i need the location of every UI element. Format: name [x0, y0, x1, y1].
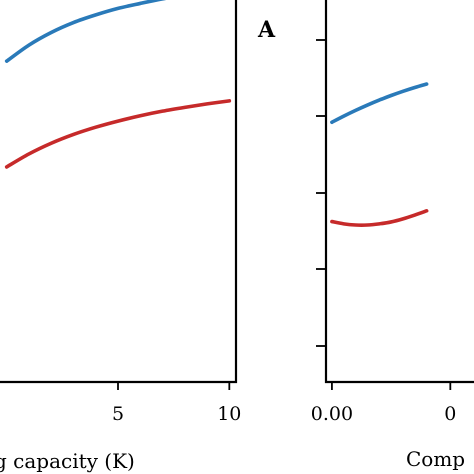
- panel-right-x-tick-label: 0: [444, 403, 456, 425]
- panel-left-series-red-line: [4, 99, 232, 169]
- panel-left-x-ticks: 5 10: [112, 382, 241, 425]
- panel-right-frame: [324, 0, 474, 384]
- panel-left-x-axis-label: g capacity (K): [0, 449, 135, 473]
- panel-left-frame: [0, 0, 238, 384]
- panel-left-x-tick-label: 10: [217, 403, 241, 425]
- panel-right: 0.00 0 A Comp: [257, 0, 474, 471]
- panel-right-series-red-line: [330, 209, 429, 227]
- panel-left-series-blue-line: [4, 0, 167, 63]
- panel-right-x-axis-label: Comp: [406, 447, 465, 471]
- panel-right-x-ticks: 0.00 0: [311, 382, 456, 425]
- panel-right-x-tick-label: 0.00: [311, 403, 353, 425]
- panel-left-x-tick-label: 5: [112, 403, 124, 425]
- panel-right-series-blue-line: [330, 82, 429, 125]
- panel-label-a: A: [257, 17, 276, 43]
- panel-right-series: [330, 82, 429, 227]
- panel-right-y-ticks: [316, 39, 326, 347]
- panel-left-series: [4, 0, 232, 169]
- panel-left: 5 10 g capacity (K): [0, 0, 241, 473]
